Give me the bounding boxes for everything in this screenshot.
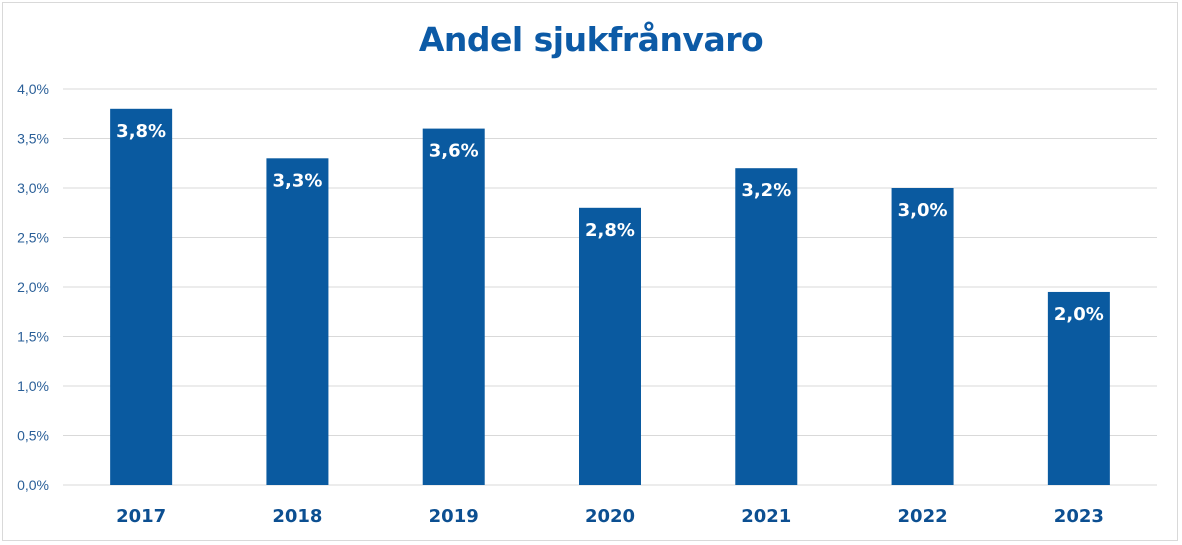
x-category-label: 2018 bbox=[272, 506, 322, 527]
data-label: 3,8% bbox=[116, 121, 166, 142]
y-tick-label: 1,5% bbox=[17, 329, 49, 345]
x-category-label: 2023 bbox=[1054, 506, 1104, 527]
y-tick-label: 2,5% bbox=[17, 230, 49, 246]
x-category-label: 2021 bbox=[741, 506, 791, 527]
chart-title: Andel sjukfrånvaro bbox=[418, 20, 764, 59]
y-tick-label: 4,0% bbox=[17, 81, 49, 97]
data-label: 3,2% bbox=[741, 180, 791, 201]
y-tick-label: 1,0% bbox=[17, 378, 49, 394]
y-tick-label: 3,5% bbox=[17, 131, 49, 147]
bar bbox=[579, 207, 641, 486]
x-axis-categories: 2017 2018 2019 2020 2021 2022 2023 bbox=[116, 506, 1104, 527]
data-label: 3,0% bbox=[898, 200, 948, 221]
bar bbox=[891, 188, 954, 485]
x-category-label: 2020 bbox=[585, 506, 635, 527]
y-tick-label: 3,0% bbox=[17, 180, 49, 196]
data-labels: 3,8% 3,3% 3,6% 2,8% 3,2% 3,0% 2,0% bbox=[116, 121, 1104, 325]
x-category-label: 2017 bbox=[116, 506, 166, 527]
x-category-label: 2022 bbox=[898, 506, 948, 527]
bar bbox=[1047, 291, 1110, 485]
y-tick-label: 2,0% bbox=[17, 279, 49, 295]
y-axis-ticks: 0,0% 0,5% 1,0% 1,5% 2,0% 2,5% 3,0% 3,5% 4,0% bbox=[17, 81, 49, 493]
bars bbox=[110, 108, 1110, 486]
y-tick-label: 0,5% bbox=[17, 428, 49, 444]
data-label: 3,3% bbox=[272, 170, 322, 191]
bar bbox=[110, 108, 173, 486]
bar bbox=[735, 168, 798, 485]
data-label: 2,8% bbox=[585, 220, 635, 241]
data-label: 3,6% bbox=[429, 141, 479, 162]
y-tick-label: 0,0% bbox=[17, 477, 49, 493]
bar bbox=[266, 158, 329, 486]
bar bbox=[422, 128, 485, 485]
data-label: 2,0% bbox=[1054, 304, 1104, 325]
x-category-label: 2019 bbox=[429, 506, 479, 527]
